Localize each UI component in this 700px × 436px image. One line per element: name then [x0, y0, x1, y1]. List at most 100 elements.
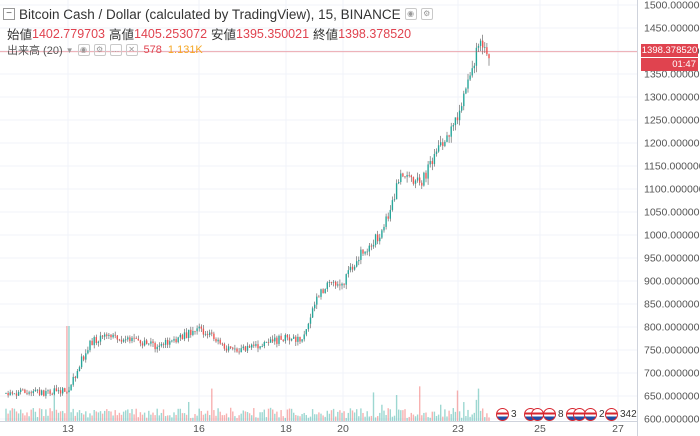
- volume-bar: [282, 416, 284, 421]
- volume-bar: [238, 415, 240, 421]
- candle-body: [282, 339, 284, 341]
- candle-body: [391, 200, 394, 210]
- volume-bar: [366, 411, 368, 421]
- volume-bar: [349, 408, 352, 421]
- volume-bar: [171, 417, 173, 421]
- ohlc-values: 始値 1402.779703 高値 1405.253072 安値 1395.35…: [7, 25, 433, 43]
- volume-bar: [341, 412, 343, 421]
- volume-bar: [309, 416, 312, 421]
- volume-bar: [381, 404, 383, 421]
- candle-body: [9, 392, 11, 396]
- candle-body: [122, 339, 125, 342]
- collapse-legend-button[interactable]: −: [3, 8, 15, 20]
- volume-bar: [454, 411, 457, 421]
- volume-bar: [479, 410, 482, 421]
- eye-icon[interactable]: ◉: [77, 44, 90, 56]
- volume-bar: [276, 411, 278, 421]
- candle-body: [463, 93, 465, 107]
- chevron-down-icon[interactable]: ▼: [65, 45, 74, 55]
- price-tick-label: 750.000000: [644, 345, 700, 357]
- price-tick-label: 1300.000000: [644, 92, 700, 104]
- candle-body: [162, 344, 165, 345]
- volume-bar: [448, 410, 450, 421]
- candle-body: [150, 341, 152, 344]
- volume-bar: [141, 414, 144, 421]
- volume-bar: [458, 411, 461, 421]
- current-price-tag: 1398.378520: [641, 44, 698, 57]
- candle-body: [395, 183, 398, 200]
- volume-bar: [425, 412, 427, 421]
- volume-bar: [62, 410, 64, 421]
- volume-bar: [236, 417, 238, 421]
- event-flag-group[interactable]: 2: [524, 408, 552, 421]
- candle-body: [442, 142, 444, 146]
- candle-body: [47, 390, 49, 392]
- volume-bar: [431, 411, 433, 421]
- volume-bar: [156, 408, 158, 421]
- volume-bar: [5, 408, 7, 421]
- volume-bar: [257, 417, 259, 421]
- volume-bar: [389, 409, 391, 421]
- price-tick-label: 1450.000000: [644, 23, 700, 35]
- candle-body: [108, 334, 110, 336]
- settings-icon[interactable]: ⚙: [420, 8, 433, 20]
- candle-body: [398, 182, 400, 184]
- volume-bar: [194, 414, 196, 421]
- price-tick-label: 1250.000000: [644, 115, 700, 127]
- volume-bar: [7, 413, 9, 421]
- volume-bar: [219, 411, 221, 421]
- candle-body: [171, 340, 173, 342]
- candle-body: [152, 341, 154, 344]
- event-flag-group[interactable]: 8: [543, 408, 564, 421]
- candle-body: [255, 344, 257, 346]
- candle-body: [154, 343, 156, 350]
- volume-bar: [267, 408, 270, 421]
- price-tick-label: 1000.000000: [644, 230, 700, 242]
- event-flag-group[interactable]: 2: [584, 408, 605, 421]
- candle-body: [89, 340, 91, 351]
- candle-body: [263, 342, 265, 347]
- candle-body: [305, 329, 307, 335]
- volume-bar: [185, 414, 188, 421]
- volume-bar: [356, 409, 358, 421]
- volume-bar: [297, 415, 299, 421]
- more-icon[interactable]: …: [109, 44, 122, 56]
- volume-bar: [408, 416, 410, 421]
- event-flag-group[interactable]: 342: [605, 408, 637, 421]
- volume-bar: [68, 326, 70, 421]
- close-icon[interactable]: ✕: [125, 44, 138, 56]
- candle-body: [408, 174, 410, 176]
- volume-bar: [314, 414, 316, 421]
- candle-body: [55, 388, 58, 392]
- candle-body: [360, 249, 362, 260]
- eye-icon[interactable]: ◉: [404, 8, 417, 20]
- volume-bar: [244, 411, 247, 421]
- candle-body: [87, 350, 89, 354]
- volume-bar: [251, 415, 253, 421]
- candle-body: [76, 371, 79, 378]
- volume-bar: [286, 409, 289, 421]
- candle-body: [101, 335, 104, 337]
- time-tick-label: 23: [452, 423, 464, 435]
- volume-bar: [125, 410, 127, 421]
- volume-bar: [76, 412, 79, 421]
- volume-indicator-name[interactable]: 出来高 (20): [7, 45, 63, 57]
- volume-bar: [463, 402, 465, 421]
- candle-body: [139, 340, 142, 344]
- volume-bar: [290, 408, 293, 421]
- volume-bar: [129, 413, 131, 421]
- candle-body: [482, 40, 484, 48]
- volume-bar: [93, 410, 95, 421]
- candle-body: [167, 339, 169, 345]
- settings-icon[interactable]: ⚙: [93, 44, 106, 56]
- candle-body: [5, 392, 7, 394]
- candle-body: [194, 330, 196, 332]
- volume-bar: [280, 410, 282, 421]
- volume-bar: [28, 416, 30, 421]
- volume-bar: [400, 410, 402, 421]
- event-flag-group[interactable]: 3: [496, 408, 517, 421]
- time-tick-label: 16: [193, 423, 205, 435]
- open-label: 始値: [7, 28, 33, 42]
